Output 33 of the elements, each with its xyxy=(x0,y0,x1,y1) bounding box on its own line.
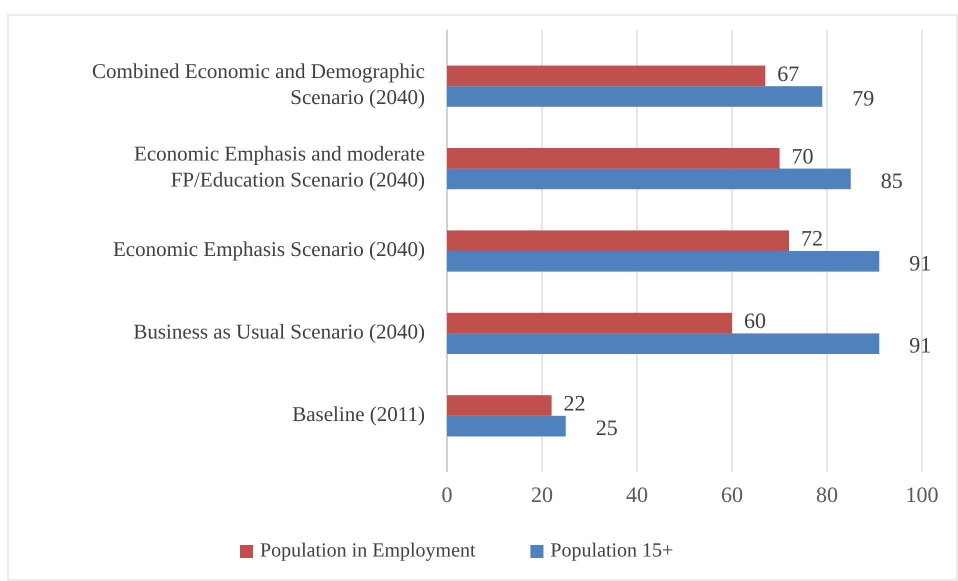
bar xyxy=(447,416,566,436)
y-tick-label: Business as Usual Scenario (2040) xyxy=(133,319,426,344)
x-tick-label: 0 xyxy=(442,482,452,507)
bar xyxy=(447,86,822,107)
legend-label: Population in Employment xyxy=(260,540,476,562)
data-label: 79 xyxy=(852,86,874,111)
x-tick-label: 80 xyxy=(816,482,838,507)
bar xyxy=(447,148,780,169)
x-tick-label: 60 xyxy=(721,482,743,507)
data-label: 91 xyxy=(909,250,932,276)
y-tick-label: Economic Emphasis Scenario (2040) xyxy=(112,236,425,261)
bar xyxy=(447,230,789,251)
x-tick-label: 100 xyxy=(906,482,938,507)
y-tick-label: Baseline (2011) xyxy=(292,402,425,426)
x-tick-label: 40 xyxy=(626,482,648,507)
data-label: 25 xyxy=(596,415,618,440)
data-label: 22 xyxy=(564,390,586,416)
bar xyxy=(447,66,766,86)
y-tick-label: Economic Emphasis and moderate FP/Education Scenario (2040) xyxy=(134,141,425,192)
data-label: 60 xyxy=(744,308,766,334)
bar xyxy=(447,251,880,272)
bar xyxy=(447,168,851,190)
bar xyxy=(447,333,880,354)
data-label: 70 xyxy=(792,143,814,168)
data-label: 67 xyxy=(777,60,800,86)
y-tick-label: Combined Economic and Demographic Scenario (2040) xyxy=(92,59,425,110)
data-label: 85 xyxy=(880,168,903,193)
bar xyxy=(447,395,552,416)
data-label: 72 xyxy=(801,226,823,251)
x-tick-label: 20 xyxy=(531,482,553,507)
legend-label: Population 15+ xyxy=(550,540,674,562)
bar xyxy=(447,312,732,334)
data-label: 91 xyxy=(909,332,932,358)
